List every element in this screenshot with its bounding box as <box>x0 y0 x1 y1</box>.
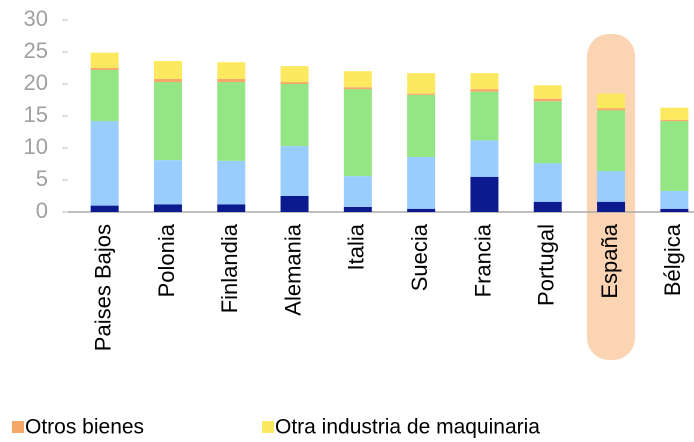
bar-segment <box>90 68 119 70</box>
x-tick-label: Paises Bajos <box>90 224 115 351</box>
bar-segment <box>533 163 562 202</box>
bar-segment <box>407 73 436 94</box>
bar-segment <box>280 146 309 196</box>
bar-segment <box>90 52 119 68</box>
bar-segment <box>217 82 246 161</box>
bar-segment <box>217 204 246 212</box>
bar-segment <box>660 190 689 209</box>
bar-segment <box>153 82 182 161</box>
bar-segment <box>90 205 119 212</box>
legend-label: Otros bienes <box>25 416 144 439</box>
x-tick-label: España <box>597 223 622 298</box>
bar-segment <box>533 98 562 102</box>
bar-segment <box>597 93 626 109</box>
bar-segment <box>153 60 182 79</box>
y-tick-label: 5 <box>36 166 48 191</box>
x-tick-label: Finlandia <box>217 223 242 313</box>
bar-segment <box>407 208 436 212</box>
bar-segment <box>280 66 309 83</box>
x-tick-label: Francia <box>470 223 495 297</box>
bar-segment <box>470 73 499 90</box>
bar-segment <box>597 110 626 172</box>
bar-segment <box>153 160 182 205</box>
x-tick-label: Alemania <box>280 223 305 315</box>
bar-segment <box>217 62 246 79</box>
legend-label: Otra industria de maquinaria <box>275 416 540 439</box>
x-tick-label: Italia <box>344 223 369 270</box>
bar-segment <box>470 176 499 212</box>
bar-segment <box>533 101 562 164</box>
y-tick-label: 15 <box>24 102 48 127</box>
bar-segment <box>660 208 689 212</box>
y-tick-label: 25 <box>24 38 48 63</box>
bar-segment <box>470 91 499 141</box>
bar-segment <box>660 119 689 122</box>
y-tick-label: 10 <box>24 134 48 159</box>
y-tick-label: 0 <box>36 198 48 223</box>
bar-segment <box>407 156 436 209</box>
bar-segment <box>597 171 626 202</box>
x-tick-label: Suecia <box>407 223 432 291</box>
bar-segment <box>153 204 182 212</box>
legend-swatch <box>12 421 24 433</box>
x-tick-label: Portugal <box>534 224 559 306</box>
bar-segment <box>660 107 689 120</box>
bar-segment <box>217 78 246 83</box>
bar-segment <box>343 71 372 88</box>
bar-segment <box>470 140 499 177</box>
bar-segment <box>533 201 562 212</box>
bar-segment <box>407 94 436 157</box>
bar-segment <box>343 176 372 207</box>
bar-segment <box>533 85 562 99</box>
bar-segment <box>153 78 182 83</box>
bar-segment <box>343 87 372 90</box>
bar-segment <box>660 121 689 191</box>
legend-swatch <box>262 421 274 433</box>
bar-segment <box>597 108 626 111</box>
bar-segment <box>217 160 246 205</box>
bar-segment <box>343 206 372 212</box>
y-tick-label: 30 <box>24 6 48 31</box>
x-tick-label: Bélgica <box>660 223 685 296</box>
bar-segment <box>343 89 372 177</box>
x-tick-label: Polonia <box>154 223 179 297</box>
bar-segment <box>597 201 626 212</box>
bar-segment <box>407 93 436 95</box>
bar-segment <box>280 196 309 212</box>
bar-segment <box>90 69 119 122</box>
bar-segment <box>90 121 119 206</box>
bar-segment <box>280 82 309 84</box>
bar-segment <box>280 84 309 147</box>
bar-segment <box>470 89 499 92</box>
y-tick-label: 20 <box>24 70 48 95</box>
